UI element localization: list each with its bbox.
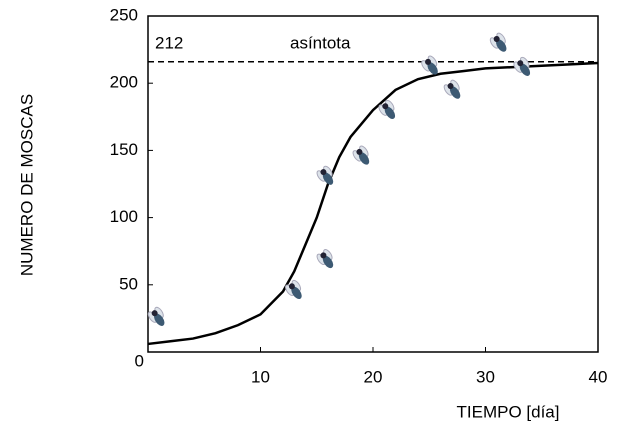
fly-body [291, 286, 302, 300]
fly [316, 165, 334, 185]
fly [378, 99, 396, 119]
fly-body [384, 106, 396, 119]
y-tick-label: 50 [119, 274, 138, 293]
fly [147, 306, 165, 326]
fly-head [425, 58, 432, 65]
annotation: asíntota [290, 33, 351, 52]
fly-body [322, 172, 334, 185]
y-tick-label: 0 [135, 351, 144, 370]
x-axis-label: TIEMPO [día] [457, 402, 560, 421]
fly [489, 32, 507, 52]
fly-body [427, 62, 438, 75]
fly-body [154, 313, 165, 326]
fly [352, 145, 370, 165]
fly-body [519, 63, 531, 76]
fly-head [447, 83, 454, 90]
y-tick-label: 100 [110, 207, 138, 226]
fly [285, 279, 302, 300]
annotation: 212 [155, 33, 183, 52]
y-tick-label: 250 [110, 5, 138, 24]
x-tick-label: 20 [364, 367, 383, 386]
fly [316, 249, 334, 269]
fly [421, 55, 438, 75]
fly-head [356, 148, 363, 155]
y-axis-label: NUMERO DE MOSCAS [17, 94, 36, 276]
fly-body [496, 39, 507, 52]
curve [147, 61, 599, 346]
fly-head [151, 310, 158, 317]
fly-head [382, 103, 389, 110]
fly [513, 56, 531, 76]
y-tick-label: 150 [110, 140, 138, 159]
fly [443, 79, 461, 99]
fly-body [449, 86, 461, 99]
x-tick-label: 10 [251, 367, 270, 386]
fly-head [517, 60, 524, 67]
x-tick-label: 40 [589, 367, 608, 386]
fly-head [493, 36, 500, 43]
x-tick-label: 30 [476, 367, 495, 386]
fly-head [288, 283, 295, 290]
fly-head [320, 252, 327, 259]
fly-body [322, 255, 334, 269]
fly-head [320, 169, 327, 176]
fly-body [358, 152, 370, 165]
y-tick-label: 200 [110, 73, 138, 92]
